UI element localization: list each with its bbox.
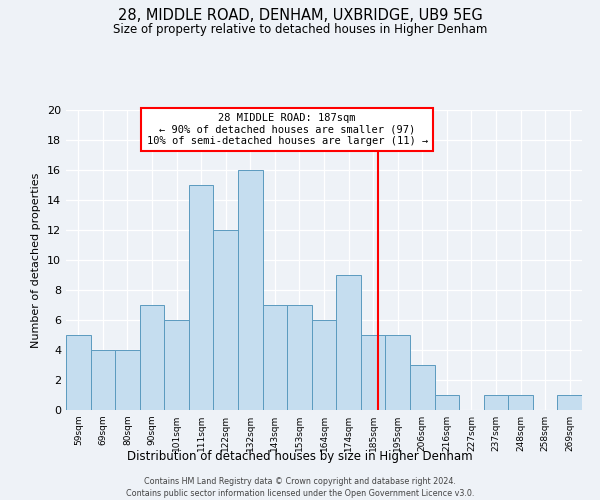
Bar [336, 275, 361, 410]
Bar [287, 305, 312, 410]
Bar [484, 395, 508, 410]
Bar [312, 320, 336, 410]
Bar [385, 335, 410, 410]
Bar [140, 305, 164, 410]
Text: Contains HM Land Registry data © Crown copyright and database right 2024.: Contains HM Land Registry data © Crown c… [144, 478, 456, 486]
Bar [189, 185, 214, 410]
Bar [115, 350, 140, 410]
Bar [434, 395, 459, 410]
Bar [238, 170, 263, 410]
Text: 28, MIDDLE ROAD, DENHAM, UXBRIDGE, UB9 5EG: 28, MIDDLE ROAD, DENHAM, UXBRIDGE, UB9 5… [118, 8, 482, 22]
Bar [164, 320, 189, 410]
Bar [263, 305, 287, 410]
Bar [508, 395, 533, 410]
Bar [410, 365, 434, 410]
Bar [557, 395, 582, 410]
Bar [91, 350, 115, 410]
Text: 28 MIDDLE ROAD: 187sqm
← 90% of detached houses are smaller (97)
10% of semi-det: 28 MIDDLE ROAD: 187sqm ← 90% of detached… [146, 113, 428, 146]
Text: Distribution of detached houses by size in Higher Denham: Distribution of detached houses by size … [127, 450, 473, 463]
Text: Contains public sector information licensed under the Open Government Licence v3: Contains public sector information licen… [126, 489, 474, 498]
Bar [361, 335, 385, 410]
Y-axis label: Number of detached properties: Number of detached properties [31, 172, 41, 348]
Bar [66, 335, 91, 410]
Text: Size of property relative to detached houses in Higher Denham: Size of property relative to detached ho… [113, 22, 487, 36]
Bar [214, 230, 238, 410]
